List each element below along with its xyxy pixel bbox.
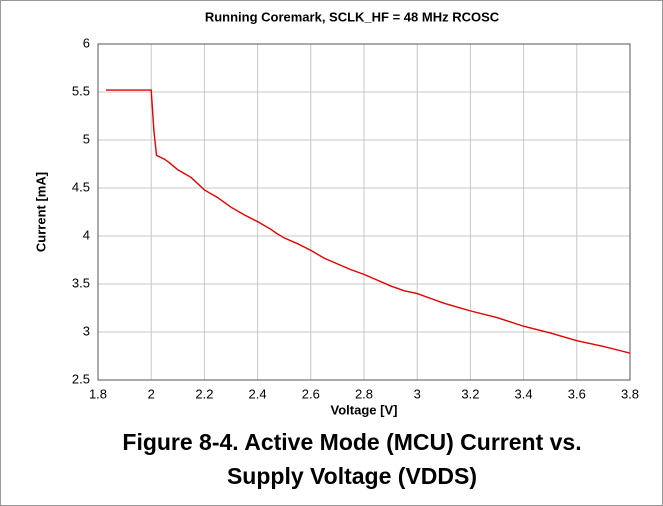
x-tick-label: 3.6	[568, 386, 586, 401]
y-tick-label: 4	[83, 227, 90, 242]
y-tick-label: 3.5	[72, 275, 90, 290]
x-tick-label: 2.2	[195, 386, 213, 401]
data-line	[105, 89, 631, 354]
y-tick-label: 6	[83, 35, 90, 50]
x-tick-label: 3	[414, 386, 421, 401]
caption: Figure 8-4. Active Mode (MCU) Current vs…	[122, 429, 581, 455]
x-tick-label: 2	[148, 386, 155, 401]
x-tick-label: 3.4	[515, 386, 533, 401]
chart-title: Running Coremark, SCLK_HF = 48 MHz RCOSC	[205, 9, 500, 24]
x-axis-label: Voltage [V]	[331, 402, 398, 417]
x-tick-label: 2.6	[302, 386, 320, 401]
x-tick-label: 2.4	[249, 386, 267, 401]
y-axis-label: Current [mA]	[33, 172, 48, 252]
y-tick-label: 2.5	[72, 371, 90, 386]
y-tick-label: 4.5	[72, 179, 90, 194]
x-tick-label: 3.8	[621, 386, 639, 401]
x-tick-label: 1.8	[89, 386, 107, 401]
y-tick-label: 5.5	[72, 83, 90, 98]
plot-border	[97, 43, 631, 381]
caption: Supply Voltage (VDDS)	[227, 463, 477, 489]
y-tick-label: 3	[83, 323, 90, 338]
x-tick-label: 3.2	[461, 386, 479, 401]
y-tick-label: 5	[83, 131, 90, 146]
x-tick-label: 2.8	[355, 386, 373, 401]
